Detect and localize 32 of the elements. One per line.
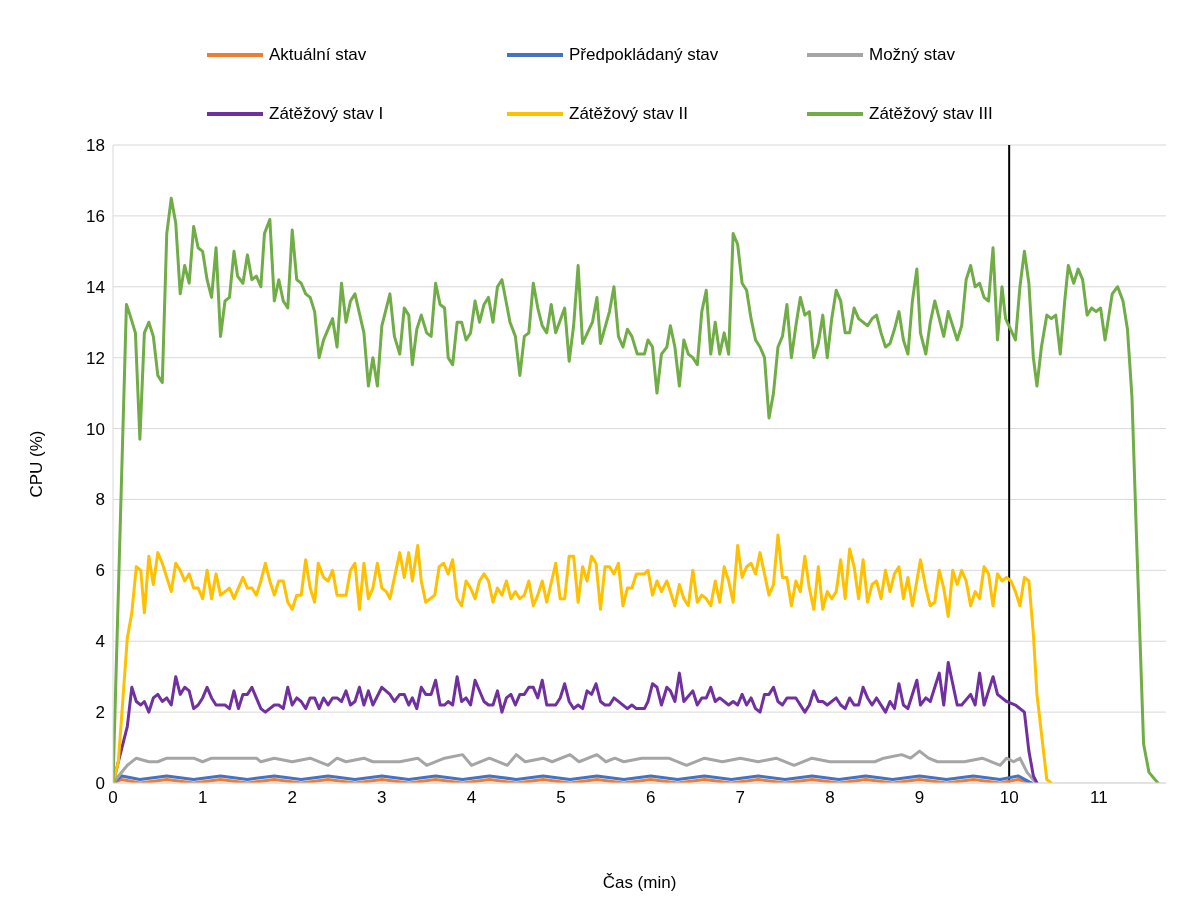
y-tick-label: 0 bbox=[95, 774, 105, 794]
y-axis-title: CPU (%) bbox=[27, 430, 47, 498]
x-tick-label: 1 bbox=[197, 788, 208, 808]
line-series bbox=[113, 196, 1160, 783]
x-tick-label: 4 bbox=[466, 788, 477, 808]
legend-label: Předpokládaný stav bbox=[569, 44, 719, 65]
y-tick-label: 6 bbox=[95, 561, 105, 581]
x-axis-title: Čas (min) bbox=[602, 873, 677, 892]
y-tick-label: 2 bbox=[95, 703, 105, 723]
x-tick-label: 8 bbox=[825, 788, 835, 808]
legend-label: Aktuální stav bbox=[269, 44, 367, 65]
y-tick-label: 4 bbox=[95, 632, 105, 652]
y-tick-label: 12 bbox=[86, 348, 105, 368]
legend-label: Možný stav bbox=[869, 44, 955, 65]
x-tick-label: 6 bbox=[645, 788, 656, 808]
x-tick-label: 5 bbox=[556, 788, 566, 808]
x-tick-label: 0 bbox=[108, 788, 118, 808]
y-tick-label: 16 bbox=[86, 206, 105, 226]
y-tick-label: 14 bbox=[86, 277, 105, 297]
x-tick-label: 2 bbox=[287, 788, 297, 808]
legend-label: Zátěžový stav III bbox=[869, 103, 993, 124]
y-tick-label: 10 bbox=[86, 419, 105, 439]
y-tick-label: 18 bbox=[86, 136, 105, 156]
x-tick-label: 10 bbox=[999, 788, 1019, 808]
x-tick-label: 7 bbox=[735, 788, 746, 808]
legend-label: Zátěžový stav II bbox=[569, 103, 689, 124]
x-tick-label: 11 bbox=[1089, 788, 1108, 808]
x-tick-label: 9 bbox=[914, 788, 925, 808]
line-series bbox=[113, 533, 1053, 783]
y-tick-label: 8 bbox=[95, 490, 105, 510]
x-tick-label: 3 bbox=[377, 788, 387, 808]
legend-label: Zátěžový stav I bbox=[269, 103, 384, 124]
